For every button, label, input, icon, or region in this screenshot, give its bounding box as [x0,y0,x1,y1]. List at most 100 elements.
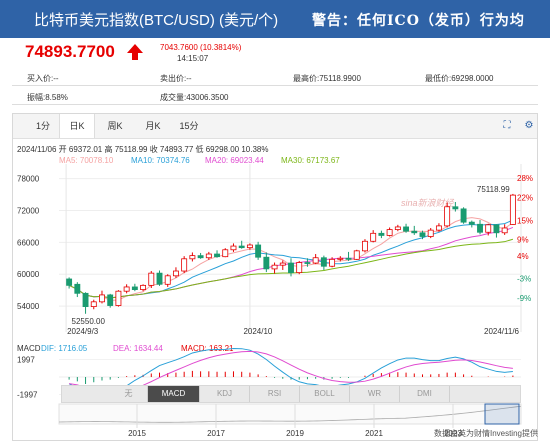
indicator-rsi[interactable]: RSI [250,386,300,402]
fullscreen-icon[interactable]: ⛶ [503,120,511,131]
candle [230,245,237,251]
tab-1min[interactable]: 1分 [35,121,50,131]
candle [485,224,492,233]
candle [501,227,508,234]
price-change: 7043.7600 (10.3814%) [160,43,242,52]
candle [181,258,188,272]
timeline-year-label: 2021 [365,429,383,438]
timeline-year-label: 2015 [128,429,146,438]
sell-price: 卖出价:-- [160,74,192,83]
ma10-label: MA10: 70374.76 [131,156,190,165]
candle [156,272,163,285]
x-tick-label: 2024/10 [243,327,272,336]
y-tick-label: 60000 [17,270,40,279]
candle [263,256,270,270]
candle [509,194,516,225]
candle [164,275,171,285]
candle [238,245,245,249]
ma20-label: MA20: 69023.44 [205,156,264,165]
x-tick-label: 2024/9/3 [67,327,99,336]
candle [362,240,368,252]
page-header: 比特币美元指数(BTC/USD) (美元/个) 警告：任何ICO（发币）行为均 [0,0,550,38]
data-source: 数据由英为财情Investing提供 [433,429,538,438]
y-tick-label: 78000 [17,175,40,184]
macd-name: MACD [17,344,41,353]
high-price: 最高价:75118.9900 [293,74,361,83]
tab-15min[interactable]: 15分 [179,121,199,131]
timeline-year-label: 2019 [286,429,304,438]
dif-line [68,348,513,400]
candle [296,262,303,274]
candle [197,255,204,259]
indicator-kdj[interactable]: KDJ [200,386,250,402]
warning-text: 警告：任何ICO（发币）行为均 [312,13,525,29]
macd-tick-label: -1997 [17,390,38,399]
pct-tick-label: 4% [517,252,529,261]
candle [370,232,377,242]
timeline-year-label: 2017 [207,429,225,438]
candle [493,224,500,234]
candle [435,225,442,231]
max-label: 75118.99 [477,185,510,194]
candle [320,257,327,267]
candle [222,249,229,258]
page-title: 比特币美元指数(BTC/USD) (美元/个) [34,12,279,29]
candle [427,229,434,237]
candle [255,244,262,258]
candle [312,257,319,264]
candle [99,294,105,303]
candle [378,232,385,236]
candle [477,223,483,233]
indicator-dmi[interactable]: DMI [400,386,450,402]
tab-weekly[interactable]: 周K [107,121,123,131]
ma30-label: MA30: 67173.67 [281,156,340,165]
macd-dea: DEA: 1634.44 [113,344,163,353]
timeline-track [58,403,522,425]
candle [468,221,475,225]
candle [148,272,155,286]
amplitude: 振幅:8.58% [27,93,68,102]
volume: 成交量:43006.3500 [160,93,229,102]
pct-tick-label: 15% [517,216,533,225]
settings-icon[interactable]: ⚙ [524,120,534,131]
pct-tick-label: 28% [517,174,533,183]
candle [386,229,393,236]
ma5-label: MA5: 70078.10 [59,156,114,165]
up-arrow-icon [127,44,143,60]
pct-tick-label: 9% [517,236,529,245]
period-tabs: 1分 日K 周K 月K 15分 ⛶ ⚙ [13,114,537,139]
indicator-none[interactable]: 无 [110,386,148,402]
indicator-macd[interactable]: MACD [148,386,200,402]
candle [205,253,212,259]
candle [131,286,138,291]
indicator-bar: 无 MACD KDJ RSI BOLL WR DMI [61,385,521,403]
x-tick-label: 2024/11/6 [484,327,520,336]
candle [115,290,122,306]
y-tick-label: 66000 [17,238,40,247]
candle [246,244,253,249]
timeline-year-label: 2023 [444,429,462,438]
y-tick-label: 54000 [17,302,40,311]
candle [214,253,220,258]
timeline-sparkline [58,405,522,423]
candle [304,262,311,264]
pct-tick-label: 22% [517,194,533,203]
tab-daily[interactable]: 日K [59,114,95,138]
candle [271,264,278,270]
pct-tick-label: -9% [517,294,531,303]
candle [90,301,97,308]
candle [345,257,352,260]
candle [74,283,81,294]
pct-tick-label: -3% [517,275,531,284]
candle [411,230,418,234]
low-price: 最低价:69298.0000 [425,74,494,83]
macd-dif: DIF: 1716.05 [41,344,88,353]
indicator-wr[interactable]: WR [350,386,400,402]
candle [288,262,294,274]
candle [82,292,89,308]
candle [123,286,130,292]
indicator-boll[interactable]: BOLL [300,386,350,402]
tab-monthly[interactable]: 月K [145,121,161,131]
divider [12,85,538,86]
watermark: sina新浪财经 [401,198,455,208]
